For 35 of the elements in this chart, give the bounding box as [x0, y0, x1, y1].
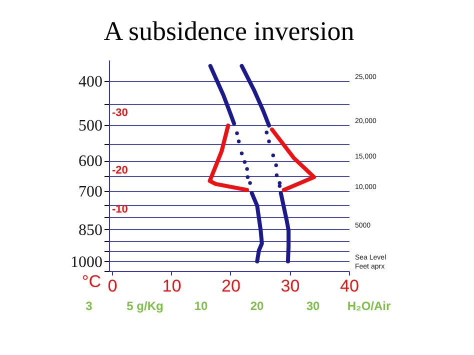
point	[246, 175, 250, 179]
point	[242, 160, 247, 164]
x-tick-label: 0	[108, 276, 118, 296]
point	[274, 163, 278, 168]
y-tick-label: 500	[78, 117, 102, 134]
y-tick-label: 600	[78, 153, 102, 170]
text: 30	[306, 299, 320, 313]
text: 3	[86, 299, 93, 313]
text: 5 g/Kg	[126, 299, 164, 313]
annotation: -20	[112, 164, 128, 177]
x-tick-label: 30	[280, 276, 300, 296]
y-tick-label: 1000	[70, 254, 102, 271]
point	[235, 131, 239, 136]
point	[240, 151, 244, 156]
point	[248, 181, 252, 185]
y-tick-label: 850	[78, 222, 102, 239]
text: 10	[194, 299, 208, 313]
text: 20	[250, 299, 264, 313]
point	[274, 173, 279, 178]
point	[245, 167, 249, 171]
annotation: -30	[112, 106, 128, 119]
x-tick-label: 10	[162, 276, 182, 296]
point	[267, 140, 271, 144]
point	[271, 153, 276, 158]
x-axis-title: °C	[82, 272, 101, 291]
x-tick-label: 40	[340, 276, 359, 296]
point	[278, 184, 282, 188]
chart-title: A subsidence inversion	[104, 16, 355, 46]
y-tick-label: 700	[78, 184, 102, 201]
point	[264, 130, 268, 134]
point	[236, 140, 241, 144]
y-tick-label: 400	[78, 73, 102, 90]
text: H₂O/Air	[347, 299, 391, 313]
annotation: -10	[112, 203, 128, 216]
x-tick-label: 20	[222, 276, 240, 296]
